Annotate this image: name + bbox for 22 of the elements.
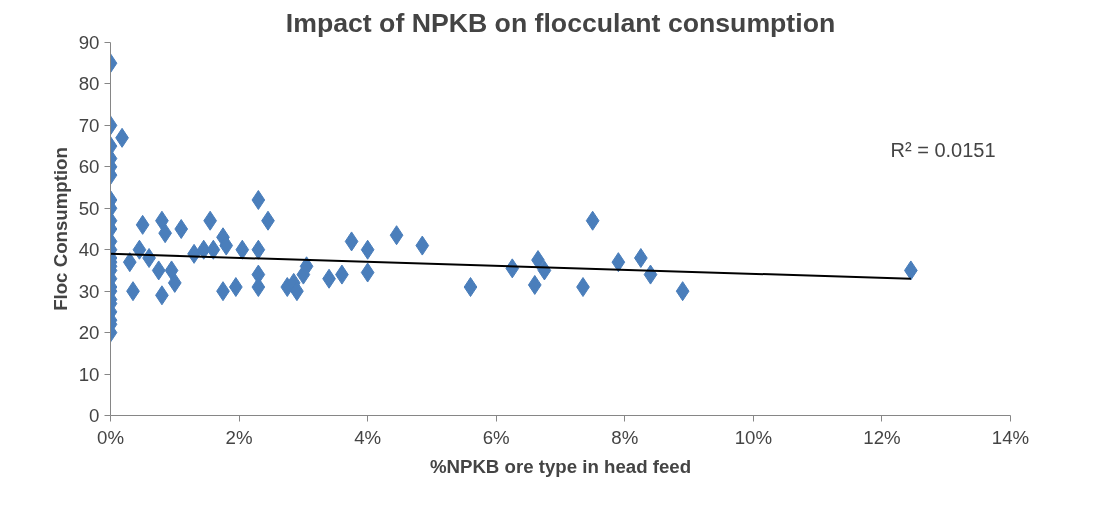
annotation: R² = 0.0151 [890, 138, 996, 161]
x-tick-label: 8% [611, 426, 639, 448]
y-tick-label: 30 [78, 280, 100, 302]
y-tick-label: 90 [78, 32, 100, 53]
y-axis-title: Floc Consumption [49, 147, 71, 311]
y-tick-label: 80 [78, 73, 100, 95]
y-tick-label: 20 [78, 322, 100, 344]
y-tick-label: 60 [78, 156, 100, 178]
y-tick-label: 0 [89, 405, 100, 426]
x-tick-label: 2% [225, 426, 253, 448]
y-tick-label: 40 [78, 239, 100, 261]
x-axis-title: %NPKB ore type in head feed [429, 455, 692, 477]
x-tick-label: 0% [97, 426, 124, 448]
y-tick-label: 70 [78, 114, 100, 136]
y-tick-label: 50 [78, 197, 100, 219]
x-tick-label: 14% [991, 426, 1030, 448]
x-tick-label: 12% [863, 426, 901, 448]
x-tick-label: 10% [734, 426, 773, 448]
chart-title: Impact of NPKB on flocculant consumption [285, 7, 836, 38]
x-tick-label: 4% [354, 426, 382, 448]
x-tick-label: 6% [482, 426, 510, 448]
y-tick-label: 10 [78, 363, 100, 385]
